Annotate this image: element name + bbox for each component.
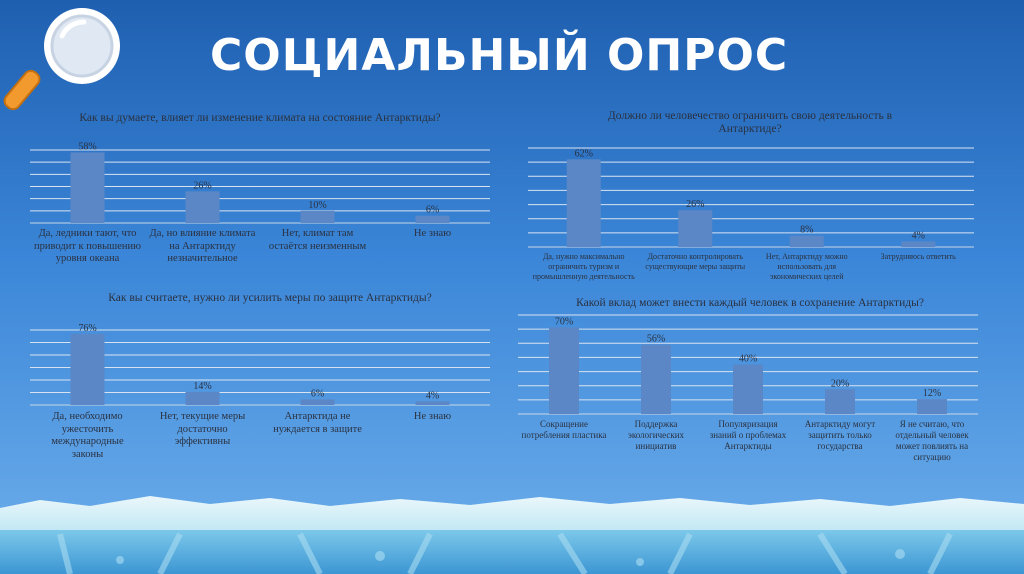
data-label: 70% (555, 316, 573, 327)
data-label: 26% (193, 180, 211, 191)
category-label: Не знаю (413, 228, 452, 239)
chart-title-4: Какой вклад может внести каждый человек … (576, 297, 924, 309)
data-label: 10% (308, 200, 326, 211)
category-label: Нет, Антарктиду можно использовать для э… (765, 252, 848, 281)
data-label: 14% (193, 381, 211, 392)
category-label: Да, нужно максимально ограничить туризм … (532, 252, 635, 281)
page-title: СОЦИАЛЬНЫЙ ОПРОС (210, 30, 789, 81)
category-label: Я не считаю, что отдельный человек может… (895, 419, 969, 462)
bar (825, 389, 855, 414)
data-label: 12% (923, 388, 941, 399)
data-label: 62% (575, 148, 593, 159)
bar (415, 215, 450, 223)
data-label: 20% (831, 378, 849, 389)
bar (678, 210, 713, 247)
bar (70, 152, 105, 223)
category-label: Популяризация знаний о проблемах Антаркт… (709, 419, 787, 451)
data-label: 40% (739, 354, 757, 365)
chart-3: 76% 14% 6% 4% (30, 323, 490, 406)
chart-1: 58% 26% 10% 6% (30, 141, 490, 224)
magnifier-icon (3, 8, 120, 111)
bar (415, 401, 450, 405)
data-label: 26% (686, 199, 704, 210)
data-label: 56% (647, 334, 665, 345)
bar (917, 399, 947, 414)
category-label: Да, необходимо ужесточить международные … (51, 411, 124, 460)
data-label: 4% (912, 230, 925, 241)
bar (789, 235, 824, 247)
data-label: 6% (311, 388, 324, 399)
chart-title-2: Должно ли человечество ограничить свою д… (607, 110, 893, 135)
bar (901, 241, 936, 247)
category-label: Достаточно контролировать существующие м… (645, 252, 746, 271)
bar (185, 191, 220, 223)
data-label: 8% (800, 225, 813, 236)
bar (70, 333, 105, 405)
chart-4: 70% 56% 40% 20% 12% (518, 314, 978, 415)
category-label: Да, но влияние климата на Антарктиду нез… (149, 228, 256, 264)
bar (733, 364, 763, 414)
category-label: Затрудняюсь ответить (880, 252, 956, 261)
data-label: 76% (78, 323, 96, 334)
ice-decoration (0, 496, 1024, 574)
chart-title-1: Как вы думаете, влияет ли изменение клим… (79, 112, 441, 124)
bar (641, 344, 671, 414)
category-label: Нет, текущие меры достаточно эффективны (159, 411, 246, 447)
category-label: Поддержка экологических инициатив (627, 419, 685, 451)
data-label: 6% (426, 205, 439, 216)
bar (566, 159, 601, 247)
category-label: Антарктиду могут защитить только государ… (804, 419, 876, 451)
chart-2: 62% 26% 8% 4% (528, 147, 974, 248)
bar (549, 327, 579, 414)
bar (300, 210, 335, 223)
category-label: Сокращение потребления пластика (521, 419, 607, 440)
category-label: Не знаю (413, 411, 452, 422)
category-label: Да, ледники тают, что приводит к повышен… (34, 228, 141, 264)
chart-title-3: Как вы считаете, нужно ли усилить меры п… (108, 292, 432, 304)
bar (300, 399, 335, 405)
bar (185, 391, 220, 405)
category-label: Нет, климат там остаётся неизменным (268, 228, 367, 252)
category-label: Антарктида не нуждается в защите (273, 411, 362, 435)
data-label: 4% (426, 390, 439, 401)
data-label: 58% (78, 141, 96, 152)
